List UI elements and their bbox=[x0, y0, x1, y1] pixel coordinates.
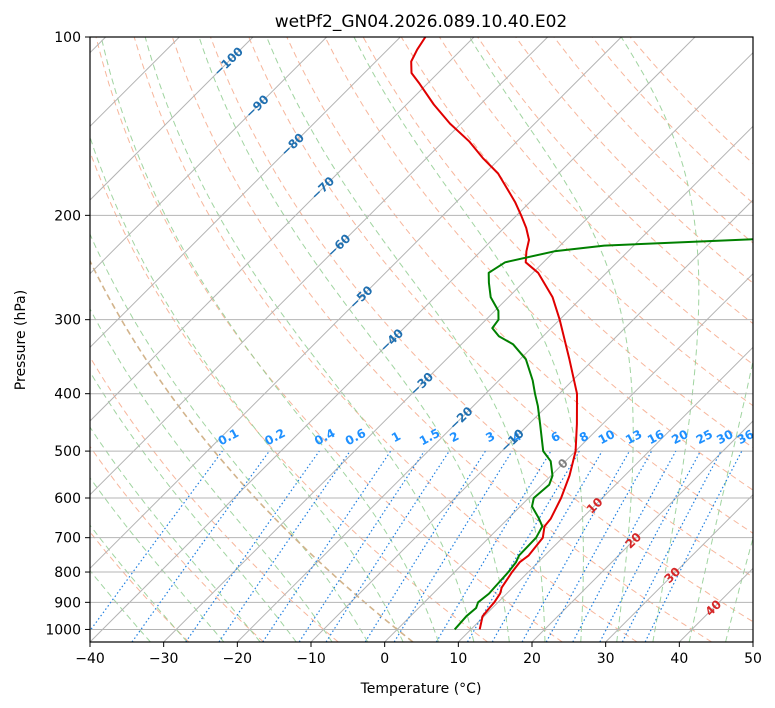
mixing-ratio-line bbox=[131, 450, 270, 642]
dry-adiabat bbox=[133, 37, 638, 642]
x-tick-label: 0 bbox=[380, 651, 389, 667]
y-tick-label: 600 bbox=[54, 491, 81, 507]
moist-adiabat bbox=[620, 37, 700, 642]
mixing-ratio-line bbox=[262, 450, 392, 642]
mixing-ratio-label: 25 bbox=[694, 427, 715, 447]
x-tick-label: 50 bbox=[744, 651, 762, 667]
y-tick-label: 100 bbox=[54, 30, 81, 46]
x-tick-label: −20 bbox=[223, 651, 253, 667]
moist-adiabat bbox=[266, 37, 546, 642]
dry-adiabat bbox=[171, 37, 712, 642]
y-axis-label: Pressure (hPa) bbox=[13, 290, 29, 390]
moist-adiabat bbox=[725, 536, 753, 642]
isotherm-line bbox=[163, 51, 753, 642]
moist-adiabat bbox=[353, 37, 584, 642]
moist-adiabat bbox=[198, 37, 510, 642]
y-tick-label: 200 bbox=[54, 208, 81, 224]
isotherm-line bbox=[90, 37, 549, 496]
y-tick-label: 300 bbox=[54, 313, 81, 329]
y-tick-label: 800 bbox=[54, 565, 81, 581]
dry-adiabat bbox=[210, 37, 753, 623]
moist-adiabat bbox=[90, 232, 369, 642]
mixing-ratio-label: 13 bbox=[623, 427, 644, 447]
mixing-ratio-line bbox=[545, 450, 653, 642]
moist-adiabat bbox=[144, 37, 475, 642]
mixing-ratio-line bbox=[521, 450, 631, 642]
dry-adiabat bbox=[90, 445, 264, 642]
x-tick-label: −30 bbox=[149, 651, 179, 667]
moist-adiabat bbox=[90, 569, 151, 642]
x-tick-label: 20 bbox=[523, 651, 541, 667]
x-tick-label: 30 bbox=[597, 651, 615, 667]
isotherm-line bbox=[531, 420, 753, 642]
mixing-ratio-line bbox=[572, 450, 677, 642]
dry-adiabat bbox=[95, 37, 563, 642]
isotherm-line bbox=[90, 37, 475, 422]
mixing-ratio-label: 20 bbox=[669, 427, 690, 447]
isotherm-line bbox=[310, 199, 753, 642]
x-axis: −40 −30 −20 −10 0 10 20 30 40 50 bbox=[75, 642, 762, 667]
mixing-ratio-lines bbox=[90, 450, 743, 642]
isotherm-line bbox=[384, 272, 753, 642]
moist-adiabat bbox=[688, 358, 753, 642]
x-tick-label: −10 bbox=[296, 651, 326, 667]
isotherm-line bbox=[90, 37, 328, 275]
y-tick-label: 500 bbox=[54, 444, 81, 460]
moist-adiabat bbox=[90, 426, 261, 642]
moist-adiabat bbox=[90, 308, 333, 642]
plot-area: 0.1 0.2 0.4 0.6 1 1.5 2 3 4 6 8 10 13 16 20 25 30 36−100−… bbox=[90, 37, 756, 642]
moist-adiabat bbox=[90, 135, 404, 642]
mixing-ratio-label: 16 bbox=[645, 427, 666, 447]
isotherm-grid bbox=[90, 37, 753, 642]
temperature-profile bbox=[410, 37, 578, 630]
sounding-profiles bbox=[410, 37, 753, 631]
freezing-dry-adiabat bbox=[90, 259, 414, 642]
isotherm-line bbox=[90, 37, 622, 570]
x-tick-label: 10 bbox=[449, 651, 467, 667]
plot-frame bbox=[89, 36, 754, 643]
isotherm-line bbox=[457, 346, 753, 642]
x-tick-label: −40 bbox=[75, 651, 105, 667]
y-tick-label: 400 bbox=[54, 387, 81, 403]
isotherm-line bbox=[90, 37, 401, 349]
dry-adiabat bbox=[324, 37, 753, 491]
mixing-ratio-line bbox=[185, 450, 320, 642]
mixing-ratio-line bbox=[325, 450, 450, 642]
moist-adiabat bbox=[100, 37, 439, 642]
isotherm-line bbox=[605, 493, 753, 642]
y-tick-label: 900 bbox=[54, 595, 81, 611]
moist-adiabat bbox=[90, 476, 225, 642]
mixing-ratio-line bbox=[218, 450, 351, 642]
mixing-ratio-label: 30 bbox=[714, 427, 735, 447]
dry-adiabat bbox=[515, 37, 753, 284]
chart-title: wetPf2_GN04.2026.089.10.40.E02 bbox=[275, 12, 567, 32]
dewpoint-profile bbox=[453, 238, 753, 631]
isotherm-line bbox=[90, 37, 254, 201]
isopleth-labels: 0.1 0.2 0.4 0.6 1 1.5 2 3 4 6 8 10 13 16 20 25 30 36−100−… bbox=[211, 44, 756, 619]
isotherm-line bbox=[236, 125, 753, 642]
isobar-grid bbox=[90, 37, 753, 630]
mixing-ratio-line bbox=[90, 450, 223, 632]
dry-adiabat bbox=[90, 356, 339, 642]
moist-adiabat bbox=[90, 524, 188, 642]
y-tick-label: 700 bbox=[54, 531, 81, 547]
x-tick-label: 40 bbox=[670, 651, 688, 667]
dry-adiabat bbox=[286, 37, 753, 534]
isotherm-line bbox=[90, 37, 696, 642]
x-axis-label: Temperature (°C) bbox=[360, 681, 482, 697]
freezing-lines bbox=[90, 259, 414, 642]
y-axis: 100 200 300 400 500 600 700 800 900 1000 bbox=[45, 30, 90, 638]
moist-adiabat bbox=[90, 370, 297, 642]
mixing-ratio-line bbox=[298, 450, 425, 642]
mixing-ratio-label: 36 bbox=[735, 427, 756, 447]
y-tick-label: 1000 bbox=[45, 622, 81, 638]
mixing-ratio-label: 10 bbox=[596, 427, 617, 447]
dry-adiabat bbox=[248, 37, 753, 578]
mixing-ratio-line bbox=[644, 450, 743, 642]
mixing-ratio-line bbox=[393, 450, 513, 642]
